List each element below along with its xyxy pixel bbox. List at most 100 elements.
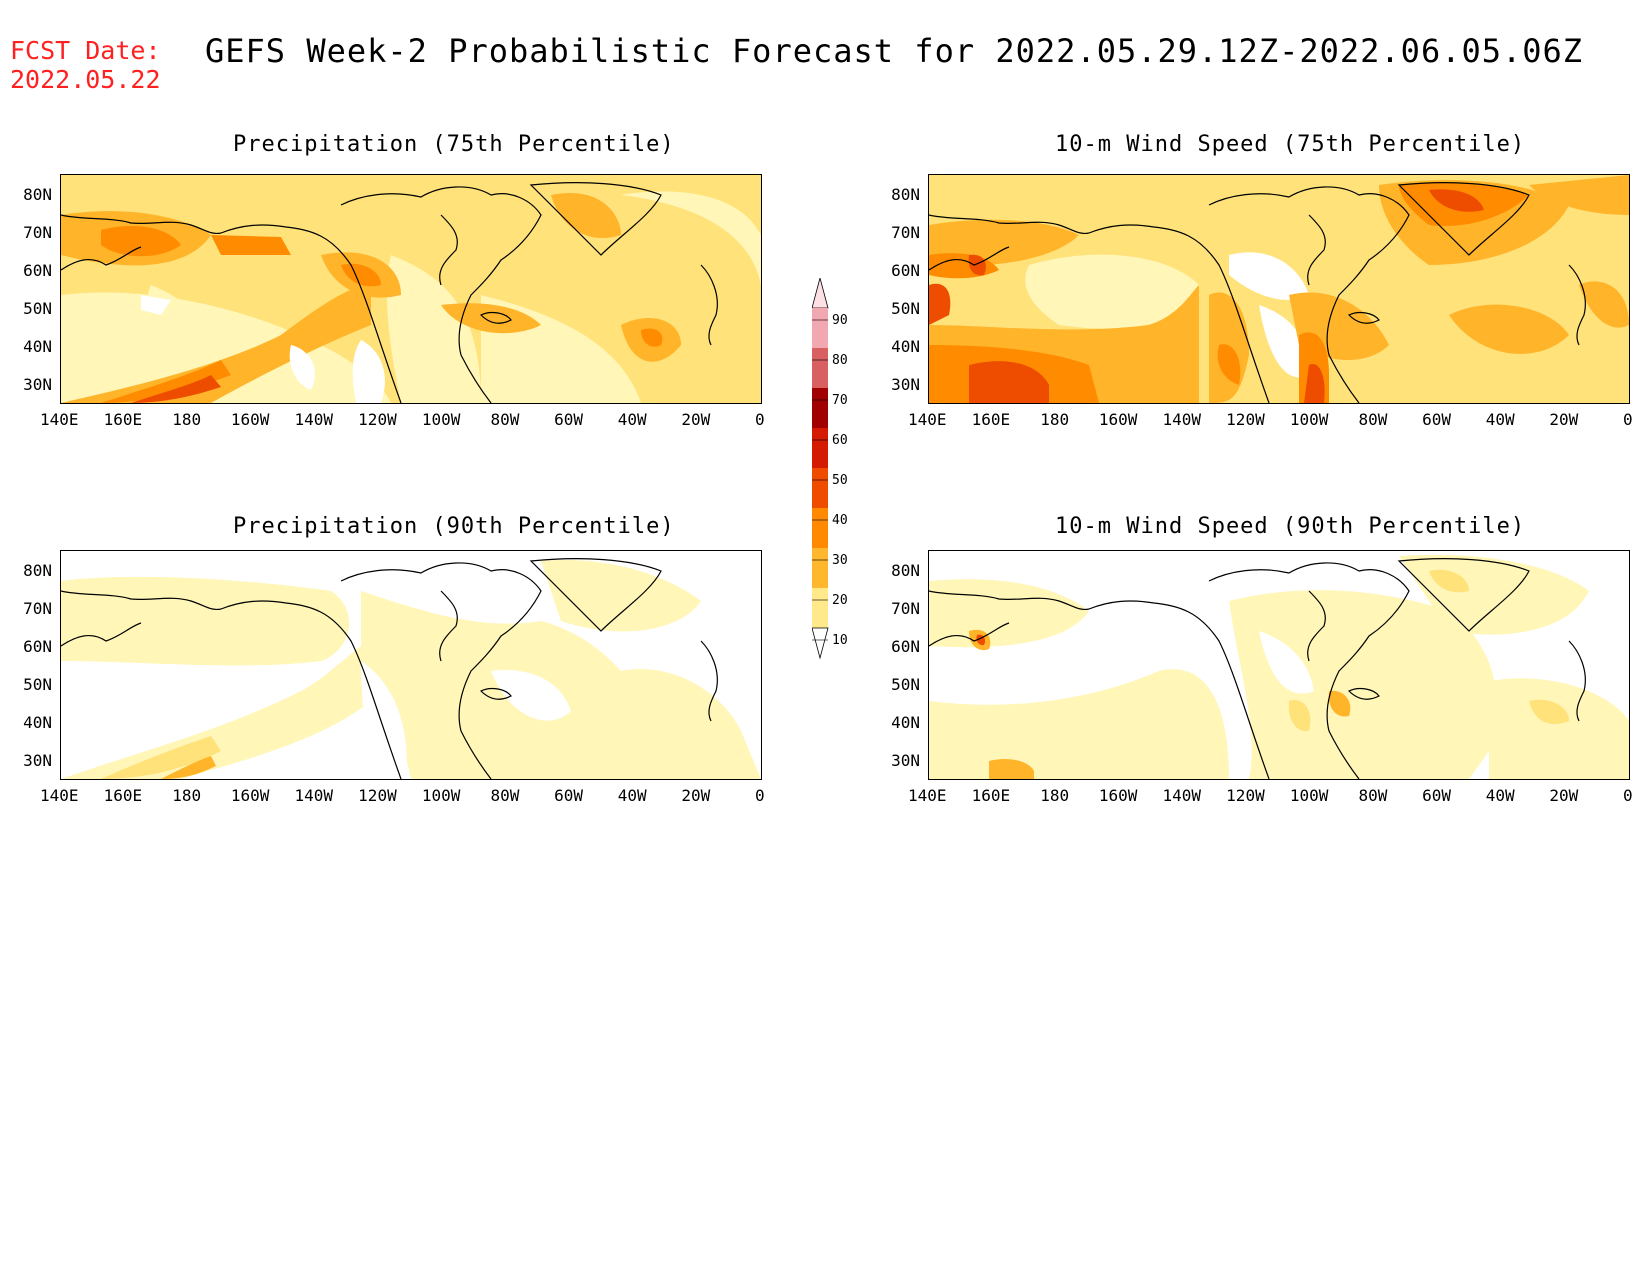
legend-label: 50 bbox=[832, 473, 848, 488]
lon-tick-label: 140E bbox=[40, 410, 79, 429]
legend-swatch bbox=[812, 548, 828, 588]
panel-title-precip90: Precipitation (90th Percentile) bbox=[233, 514, 675, 539]
map-wind75 bbox=[928, 174, 1630, 404]
lon-tick-label: 160W bbox=[230, 786, 270, 805]
legend-label: 70 bbox=[832, 393, 848, 408]
lon-tick-label: 140W bbox=[294, 410, 334, 429]
lon-tick-label: 100W bbox=[421, 786, 461, 805]
legend-swatch bbox=[812, 428, 828, 468]
lon-tick-label: 60W bbox=[1422, 786, 1451, 805]
lon-tick-label: 0 bbox=[755, 410, 765, 429]
lon-tick-label: 140W bbox=[1162, 410, 1202, 429]
lat-tick-label: 70N bbox=[891, 599, 920, 618]
legend-swatch bbox=[812, 588, 828, 628]
lon-tick-label: 80W bbox=[1358, 786, 1388, 805]
lat-tick-label: 30N bbox=[891, 751, 920, 770]
fcst-date: 2022.05.22 bbox=[10, 65, 161, 94]
legend-swatch bbox=[812, 348, 828, 388]
lon-tick-label: 160E bbox=[971, 410, 1011, 429]
legend-label: 90 bbox=[832, 313, 848, 328]
lon-tick-label: 20W bbox=[1549, 786, 1579, 805]
lon-tick-label: 100W bbox=[1289, 410, 1329, 429]
map-wind90 bbox=[928, 550, 1630, 780]
lat-tick-label: 40N bbox=[23, 713, 52, 732]
legend-label: 80 bbox=[832, 353, 848, 368]
lon-tick-label: 0 bbox=[1623, 786, 1633, 805]
lon-tick-label: 120W bbox=[358, 410, 397, 429]
lon-tick-label: 160E bbox=[971, 786, 1011, 805]
legend-swatch bbox=[812, 388, 828, 428]
lon-tick-label: 160E bbox=[103, 410, 143, 429]
fcst-label: FCST Date: bbox=[10, 36, 161, 65]
lat-tick-label: 50N bbox=[891, 299, 920, 318]
map-precip90 bbox=[60, 550, 762, 780]
legend-top-arrow bbox=[811, 276, 829, 309]
lon-tick-label: 60W bbox=[554, 410, 583, 429]
lat-tick-label: 50N bbox=[23, 675, 52, 694]
lat-tick-label: 60N bbox=[891, 637, 920, 656]
lat-tick-label: 40N bbox=[891, 713, 920, 732]
lon-tick-label: 160E bbox=[103, 786, 143, 805]
lat-tick-label: 60N bbox=[891, 261, 920, 280]
lon-tick-label: 40W bbox=[617, 786, 647, 805]
panel-title-wind90: 10-m Wind Speed (90th Percentile) bbox=[1055, 514, 1526, 539]
lon-tick-label: 140E bbox=[908, 410, 947, 429]
legend-label: 20 bbox=[832, 593, 848, 608]
lon-tick-label: 120W bbox=[1226, 410, 1265, 429]
lon-tick-label: 20W bbox=[681, 786, 711, 805]
lon-tick-label: 40W bbox=[617, 410, 647, 429]
lon-tick-label: 180 bbox=[1040, 410, 1070, 429]
lat-tick-label: 60N bbox=[23, 637, 52, 656]
color-legend: 10 20 30 40 50 60 70 80 90 bbox=[811, 276, 892, 678]
legend-bar: 10 20 30 40 50 60 70 80 90 bbox=[811, 276, 848, 660]
lon-tick-label: 120W bbox=[358, 786, 397, 805]
lat-tick-label: 30N bbox=[23, 751, 52, 770]
lon-tick-label: 100W bbox=[1289, 786, 1329, 805]
lon-tick-label: 180 bbox=[172, 410, 202, 429]
lat-tick-label: 80N bbox=[23, 185, 52, 204]
lat-tick-label: 50N bbox=[23, 299, 52, 318]
lon-tick-label: 140W bbox=[294, 786, 334, 805]
lat-tick-label: 70N bbox=[23, 223, 52, 242]
lon-tick-label: 160W bbox=[230, 410, 270, 429]
lat-tick-label: 70N bbox=[891, 223, 920, 242]
legend-label: 40 bbox=[832, 513, 848, 528]
lat-tick-label: 50N bbox=[891, 675, 920, 694]
lon-tick-label: 140W bbox=[1162, 786, 1202, 805]
lat-tick-label: 30N bbox=[891, 375, 920, 394]
lon-tick-label: 60W bbox=[554, 786, 583, 805]
lon-tick-label: 120W bbox=[1226, 786, 1265, 805]
lon-tick-label: 160W bbox=[1098, 410, 1138, 429]
lon-tick-label: 80W bbox=[490, 786, 520, 805]
legend-label: 30 bbox=[832, 553, 848, 568]
lat-tick-label: 80N bbox=[891, 561, 920, 580]
lon-tick-label: 180 bbox=[1040, 786, 1070, 805]
lon-tick-label: 180 bbox=[172, 786, 202, 805]
legend-swatch bbox=[812, 308, 828, 348]
page-title: GEFS Week-2 Probabilistic Forecast for 2… bbox=[205, 32, 1584, 70]
lat-tick-label: 40N bbox=[23, 337, 52, 356]
lon-tick-label: 80W bbox=[490, 410, 520, 429]
lon-tick-label: 160W bbox=[1098, 786, 1138, 805]
lat-tick-label: 80N bbox=[23, 561, 52, 580]
legend-bottom-arrow bbox=[811, 627, 829, 660]
legend-label: 60 bbox=[832, 433, 848, 448]
lat-tick-label: 80N bbox=[891, 185, 920, 204]
lat-tick-label: 40N bbox=[891, 337, 920, 356]
lon-tick-label: 40W bbox=[1485, 786, 1515, 805]
lon-tick-label: 100W bbox=[421, 410, 461, 429]
lon-tick-label: 40W bbox=[1485, 410, 1515, 429]
forecast-date-label: FCST Date: 2022.05.22 bbox=[10, 36, 161, 94]
lon-tick-label: 140E bbox=[40, 786, 79, 805]
lon-tick-label: 0 bbox=[1623, 410, 1633, 429]
lon-tick-label: 80W bbox=[1358, 410, 1388, 429]
map-precip75 bbox=[60, 174, 762, 404]
panel-title-wind75: 10-m Wind Speed (75th Percentile) bbox=[1055, 132, 1526, 157]
panel-title-precip75: Precipitation (75th Percentile) bbox=[233, 132, 675, 157]
lon-tick-label: 0 bbox=[755, 786, 765, 805]
lon-tick-label: 20W bbox=[681, 410, 711, 429]
lat-tick-label: 60N bbox=[23, 261, 52, 280]
legend-swatch bbox=[812, 508, 828, 548]
lat-tick-label: 70N bbox=[23, 599, 52, 618]
lon-tick-label: 60W bbox=[1422, 410, 1451, 429]
